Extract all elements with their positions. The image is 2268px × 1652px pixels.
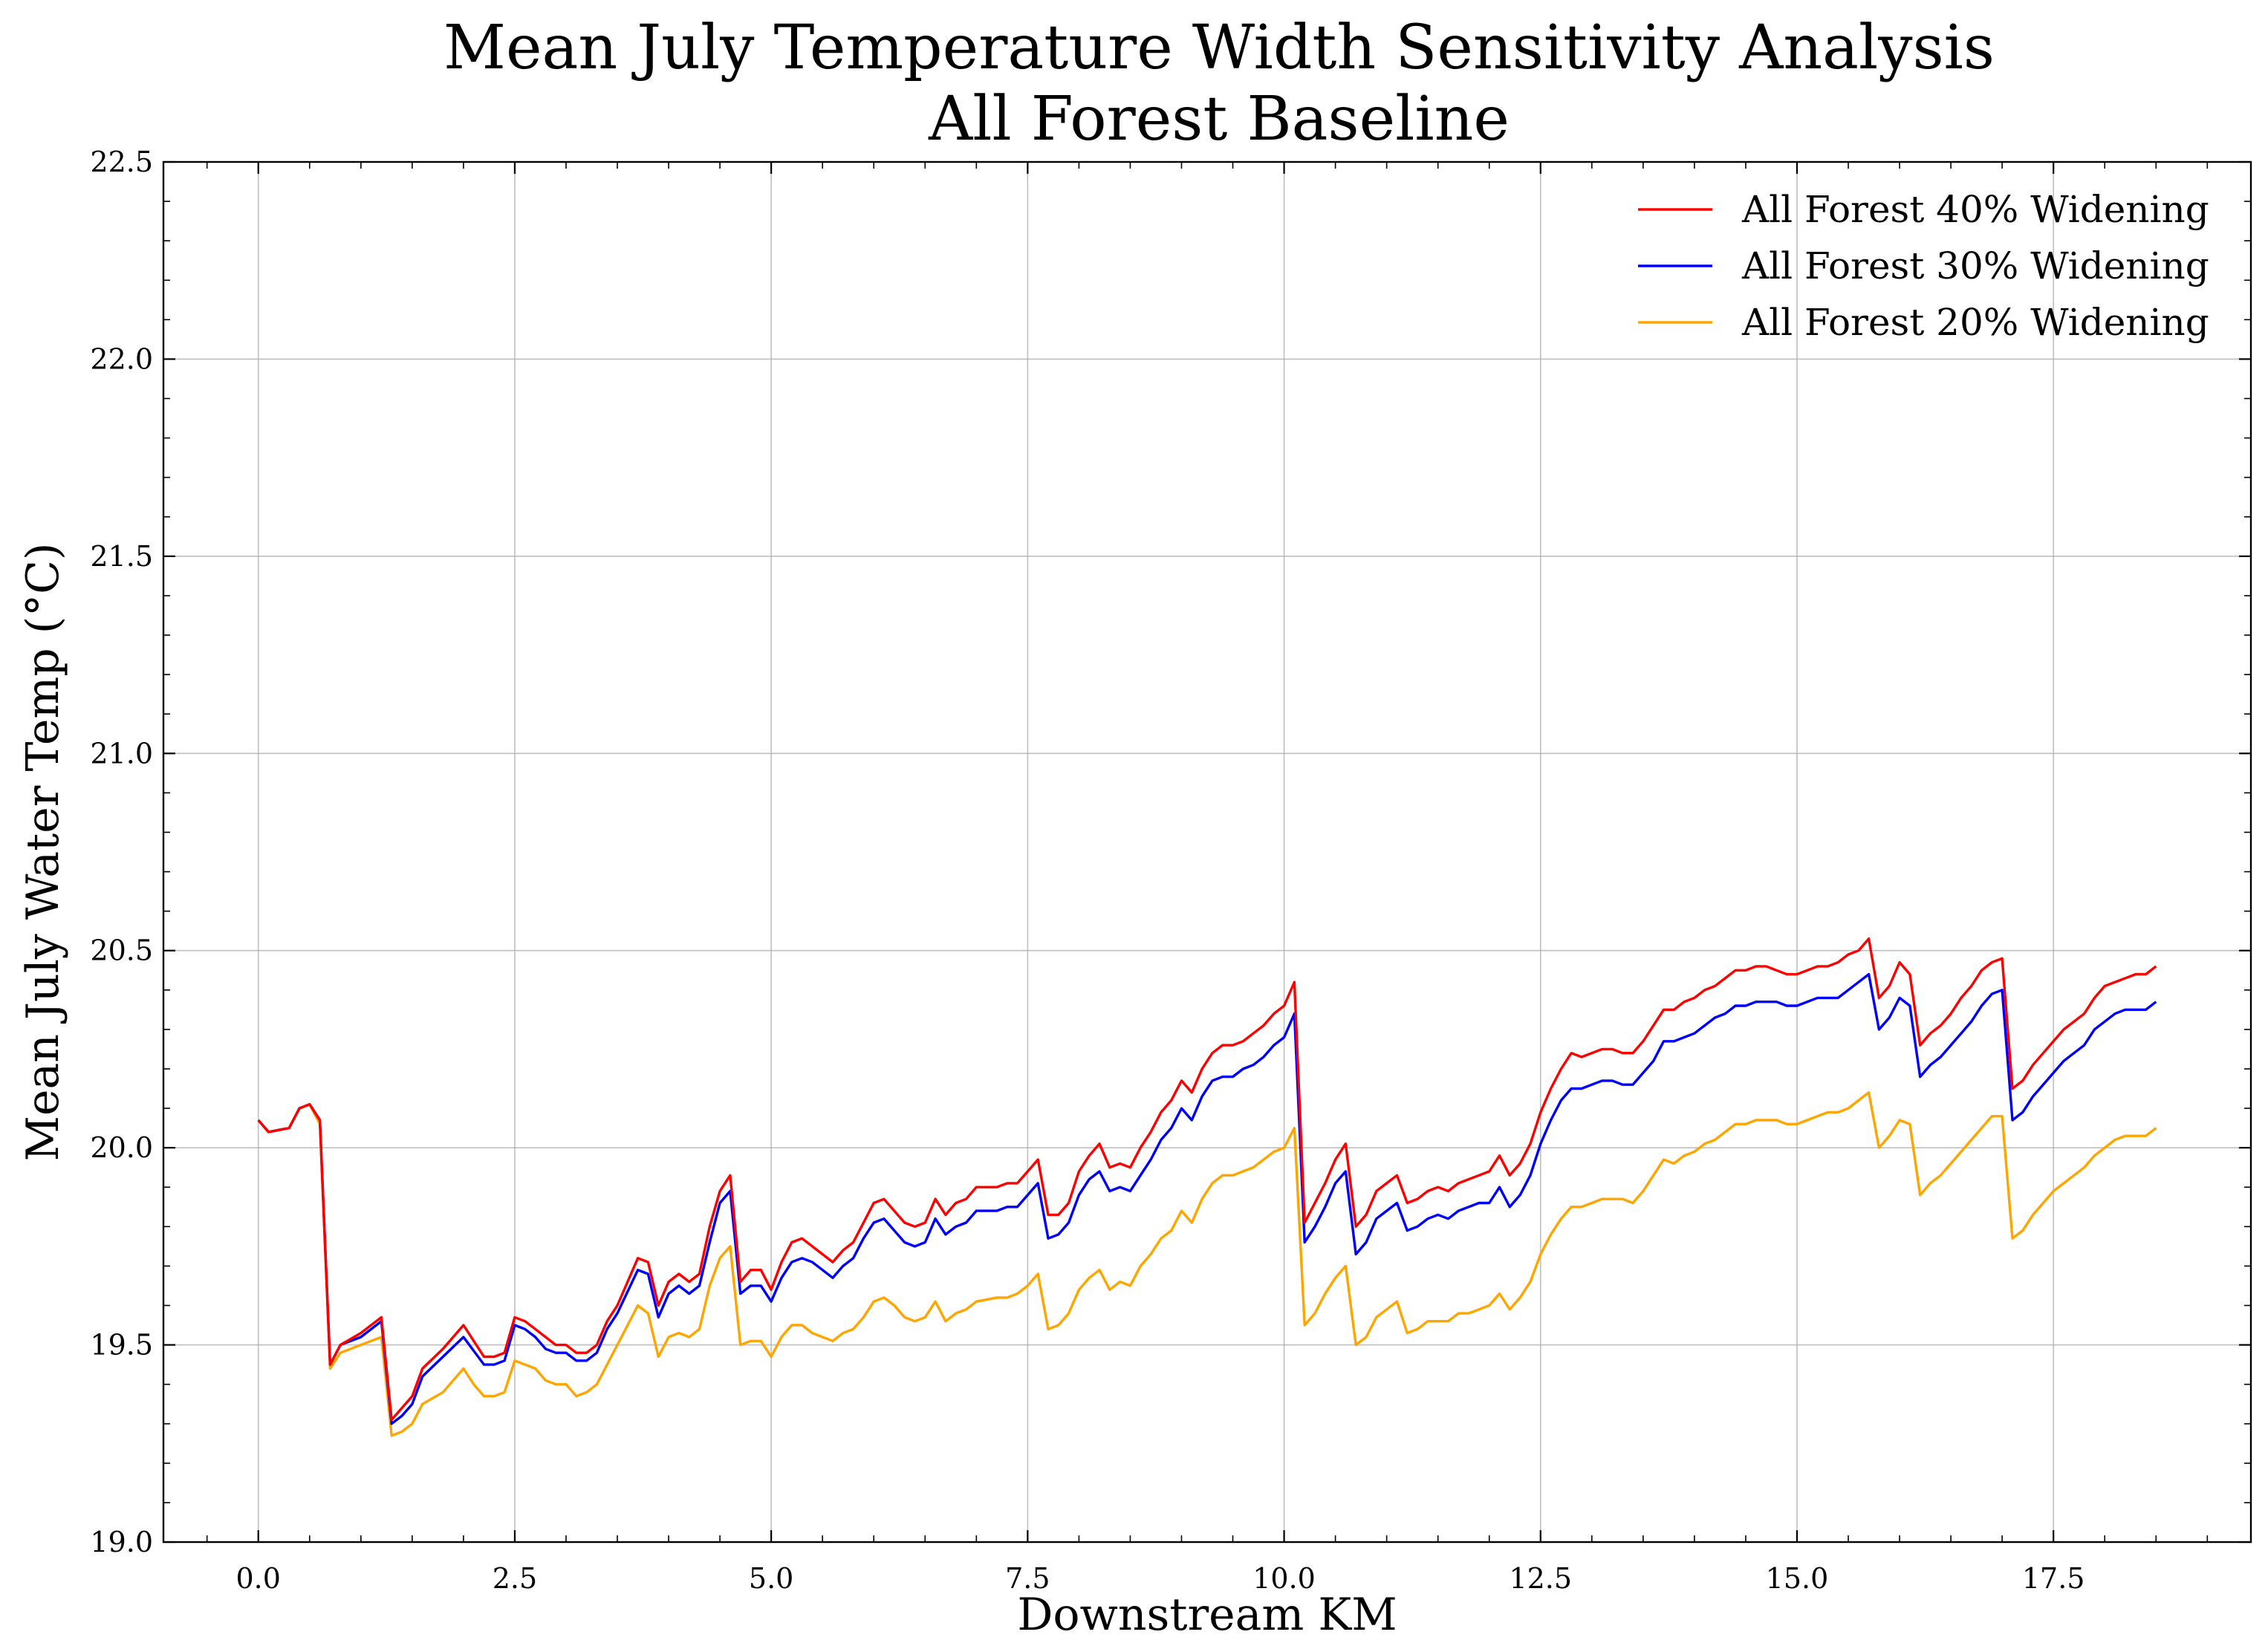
chart-title: Mean July Temperature Width Sensitivity … <box>443 13 1995 83</box>
legend-entry: All Forest 30% Widening <box>1741 244 2209 287</box>
x-tick-label: 15.0 <box>1766 1562 1829 1595</box>
y-tick-label: 20.5 <box>90 934 153 967</box>
plot-area-frame <box>162 160 2252 1544</box>
legend-entry: All Forest 20% Widening <box>1741 301 2209 344</box>
y-tick-label: 21.5 <box>90 540 153 573</box>
x-tick-label: 5.0 <box>749 1562 793 1595</box>
legend: All Forest 40% Widening All Forest 30% Wi… <box>1638 188 2209 344</box>
chart-subtitle: All Forest Baseline <box>928 84 1510 155</box>
x-axis-label: Downstream KM <box>1017 1589 1397 1641</box>
x-tick-labels: 0.0 2.5 5.0 7.5 10.0 12.5 15.0 17.5 <box>236 1562 2085 1595</box>
y-axis-label: Mean July Water Temp (°C) <box>17 543 69 1162</box>
x-tick-label: 17.5 <box>2022 1562 2085 1595</box>
y-tick-label: 21.0 <box>90 737 153 770</box>
y-tick-label: 22.0 <box>90 342 153 375</box>
series-line-3 <box>257 1091 2157 1437</box>
x-tick-label: 10.0 <box>1252 1562 1316 1595</box>
legend-entry: All Forest 40% Widening <box>1741 188 2209 231</box>
series-line-2 <box>257 972 2157 1425</box>
y-tick-label: 19.0 <box>90 1526 153 1558</box>
series-line-1 <box>257 937 2157 1422</box>
x-tick-label: 0.0 <box>236 1562 281 1595</box>
x-tick-label: 7.5 <box>1005 1562 1050 1595</box>
x-tick-label: 2.5 <box>493 1562 537 1595</box>
y-tick-label: 22.5 <box>90 146 153 178</box>
series-lines <box>257 937 2157 1437</box>
y-tick-label: 19.5 <box>90 1329 153 1362</box>
y-tick-label: 20.0 <box>90 1131 153 1164</box>
x-tick-label: 12.5 <box>1509 1562 1572 1595</box>
y-tick-labels: 19.0 19.5 20.0 20.5 21.0 21.5 22.0 22.5 <box>90 146 153 1558</box>
